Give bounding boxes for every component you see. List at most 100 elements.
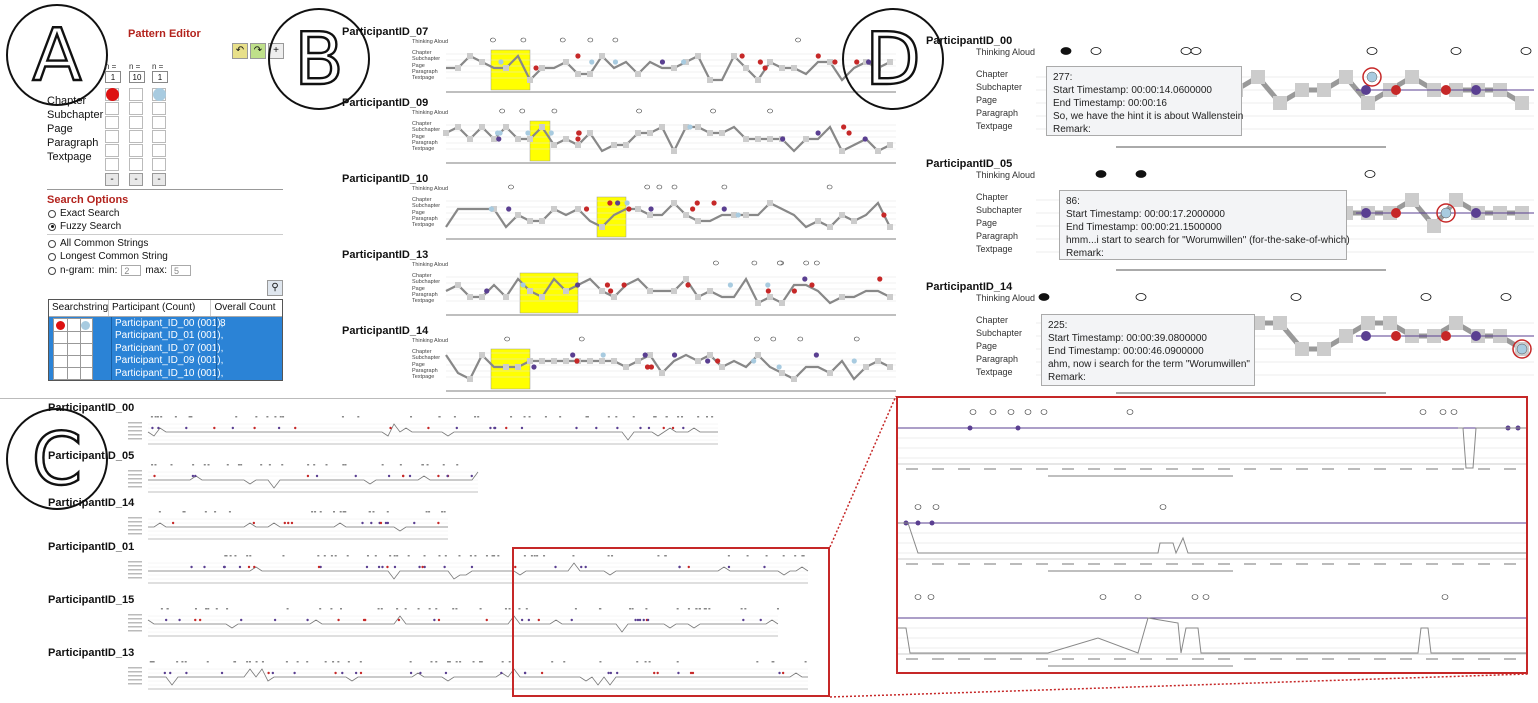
- speech-bubble-icon[interactable]: [754, 336, 760, 342]
- event-marker[interactable]: [881, 212, 887, 218]
- event-marker[interactable]: [498, 59, 504, 65]
- event-marker[interactable]: [570, 352, 576, 358]
- speech-bubble-icon[interactable]: [721, 184, 728, 190]
- event-marker[interactable]: [621, 282, 627, 288]
- event-marker[interactable]: [604, 282, 611, 288]
- speech-bubble-icon[interactable]: [656, 184, 663, 190]
- speech-bubble-icon[interactable]: [1366, 47, 1378, 55]
- speech-bubble-icon[interactable]: [519, 108, 526, 114]
- event-marker[interactable]: [851, 358, 857, 364]
- speech-bubble-icon[interactable]: [520, 37, 527, 43]
- event-marker[interactable]: [548, 130, 554, 136]
- event-marker[interactable]: [694, 200, 700, 206]
- selected-marker[interactable]: [1366, 71, 1378, 83]
- event-marker[interactable]: [791, 288, 797, 294]
- event-marker[interactable]: [751, 358, 757, 364]
- event-marker[interactable]: [967, 425, 973, 431]
- pattern-cell[interactable]: [105, 116, 119, 129]
- radio-longest-common-string[interactable]: Longest Common String: [48, 251, 168, 262]
- speech-bubble-icon[interactable]: [490, 37, 496, 43]
- speech-bubble-icon[interactable]: [1450, 47, 1462, 55]
- event-marker[interactable]: [576, 130, 582, 136]
- speech-bubble-icon[interactable]: [813, 260, 820, 266]
- event-marker[interactable]: [1391, 331, 1401, 341]
- pattern-cell[interactable]: [105, 88, 119, 101]
- event-marker[interactable]: [711, 200, 717, 206]
- event-marker[interactable]: [575, 136, 581, 142]
- speech-bubble-icon[interactable]: [914, 594, 922, 600]
- speech-bubble-icon[interactable]: [1126, 409, 1134, 415]
- pattern-cell[interactable]: [152, 88, 166, 101]
- event-marker[interactable]: [690, 206, 696, 212]
- event-marker[interactable]: [612, 59, 619, 65]
- speech-bubble-icon[interactable]: [751, 260, 758, 266]
- speech-bubble-icon[interactable]: [1095, 170, 1107, 178]
- event-marker[interactable]: [488, 206, 494, 212]
- speech-bubble-icon[interactable]: [1191, 594, 1199, 600]
- remove-column-button-2[interactable]: -: [129, 173, 143, 186]
- radio-fuzzy-search[interactable]: Fuzzy Search: [48, 221, 121, 232]
- speech-bubble-icon[interactable]: [795, 37, 801, 43]
- pattern-cell[interactable]: [129, 158, 143, 171]
- event-marker[interactable]: [739, 53, 745, 59]
- speech-bubble-icon[interactable]: [1364, 170, 1376, 178]
- speech-bubble-icon[interactable]: [1024, 409, 1032, 415]
- event-marker[interactable]: [762, 65, 768, 71]
- radio-exact-search[interactable]: Exact Search: [48, 208, 119, 219]
- event-marker[interactable]: [802, 276, 808, 282]
- pattern-column-1[interactable]: [105, 88, 119, 172]
- speech-bubble-icon[interactable]: [1190, 47, 1202, 55]
- event-marker[interactable]: [531, 364, 537, 370]
- pattern-column-3[interactable]: [152, 88, 166, 172]
- speech-bubble-icon[interactable]: [1500, 293, 1512, 301]
- event-marker[interactable]: [525, 130, 531, 136]
- n-input-1[interactable]: 1: [105, 71, 121, 83]
- selected-marker[interactable]: [1516, 343, 1528, 355]
- speech-bubble-icon[interactable]: [853, 336, 860, 342]
- event-marker[interactable]: [687, 124, 693, 130]
- speech-bubble-icon[interactable]: [797, 336, 804, 342]
- event-marker[interactable]: [1361, 85, 1371, 95]
- speech-bubble-icon[interactable]: [1040, 409, 1048, 415]
- speech-bubble-icon[interactable]: [803, 260, 809, 266]
- speech-bubble-icon[interactable]: [1060, 47, 1072, 55]
- speech-bubble-icon[interactable]: [1450, 409, 1458, 415]
- event-marker[interactable]: [575, 53, 581, 59]
- remove-column-button-3[interactable]: -: [152, 173, 166, 186]
- event-marker[interactable]: [862, 136, 868, 142]
- event-marker[interactable]: [1441, 331, 1451, 341]
- event-marker[interactable]: [813, 352, 819, 358]
- speech-bubble-icon[interactable]: [1419, 409, 1427, 415]
- event-marker[interactable]: [494, 130, 501, 136]
- speech-bubble-icon[interactable]: [1159, 504, 1167, 510]
- event-marker[interactable]: [575, 282, 581, 288]
- pattern-cell[interactable]: [129, 102, 143, 115]
- speech-bubble-icon[interactable]: [1290, 293, 1302, 301]
- pattern-cell[interactable]: [152, 130, 166, 143]
- speech-bubble-icon[interactable]: [1099, 594, 1107, 600]
- event-marker[interactable]: [506, 206, 512, 212]
- overview-timeline[interactable]: [128, 606, 779, 646]
- speech-bubble-icon[interactable]: [767, 108, 773, 114]
- event-marker[interactable]: [1361, 208, 1371, 218]
- pattern-cell[interactable]: [129, 116, 143, 129]
- event-marker[interactable]: [1441, 85, 1451, 95]
- event-marker[interactable]: [705, 358, 711, 364]
- event-marker[interactable]: [484, 288, 490, 294]
- event-marker[interactable]: [815, 53, 821, 59]
- speech-bubble-icon[interactable]: [826, 184, 833, 190]
- event-marker[interactable]: [533, 65, 539, 71]
- event-marker[interactable]: [520, 282, 526, 288]
- undo-button[interactable]: ↶: [232, 43, 248, 59]
- event-marker[interactable]: [735, 212, 741, 218]
- radio-ngram[interactable]: n-gram: min: 2 max: 5: [48, 265, 192, 276]
- search-button[interactable]: ⚲: [267, 280, 283, 296]
- speech-bubble-icon[interactable]: [671, 184, 678, 190]
- speech-bubble-icon[interactable]: [1007, 409, 1015, 415]
- event-marker[interactable]: [809, 282, 815, 288]
- n-input-3[interactable]: 1: [152, 71, 168, 83]
- participant-timeline[interactable]: [445, 259, 896, 319]
- speech-bubble-icon[interactable]: [989, 409, 997, 415]
- header-overall-count[interactable]: Overall Count: [214, 302, 276, 313]
- event-marker[interactable]: [780, 136, 786, 142]
